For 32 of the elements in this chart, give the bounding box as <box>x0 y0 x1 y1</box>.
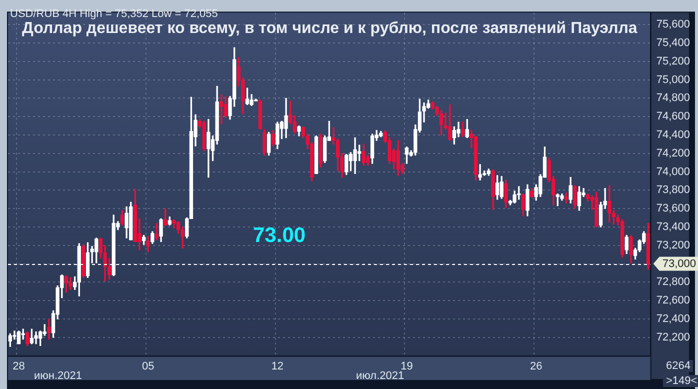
annotation: 73.00 <box>253 224 306 248</box>
y-tick-label: 74,600 <box>656 110 690 123</box>
ref-line-label: 73,000 <box>662 258 696 270</box>
x-tick-label: 28 <box>12 360 25 372</box>
y-tick-label: 75,600 <box>656 18 690 31</box>
y-tick-label: 73,800 <box>656 184 690 196</box>
y-tick-label: 72,400 <box>656 313 690 326</box>
y-tick-label: 75,000 <box>656 74 690 86</box>
y-tick-label: 74,200 <box>656 147 690 160</box>
candlestick <box>478 164 482 180</box>
text: июн.2021 <box>34 370 82 382</box>
x-tick-label: 12 <box>271 360 284 372</box>
x-tick-label: 19 <box>400 360 413 372</box>
y-tick-label: 73,600 <box>656 202 690 215</box>
y-tick-label: 74,800 <box>656 92 690 104</box>
y-tick-label: 75,400 <box>656 36 690 49</box>
y-tick-label: 74,400 <box>656 129 690 142</box>
y-tick-label: 73,400 <box>656 221 690 234</box>
y-tick-label: 73,200 <box>656 239 690 252</box>
y-tick-label: 72,200 <box>656 331 690 344</box>
chart-title: Доллар дешевеет ко всему, в том числе и к рублю, после заявлений Пауэлла <box>22 20 638 38</box>
candlestick <box>12 330 16 340</box>
y-tick-label: 72,600 <box>656 294 690 307</box>
y-tick-label: 72,800 <box>656 276 690 288</box>
text: июл.2021 <box>356 370 404 382</box>
y-tick-label: 74,000 <box>656 166 690 178</box>
text: >149< <box>663 375 698 387</box>
x-tick-label: 05 <box>142 360 154 372</box>
candlestick <box>68 277 72 290</box>
x-tick-label: 26 <box>530 360 542 372</box>
text: 6264 <box>663 360 694 372</box>
y-tick-label: 75,200 <box>656 55 690 68</box>
